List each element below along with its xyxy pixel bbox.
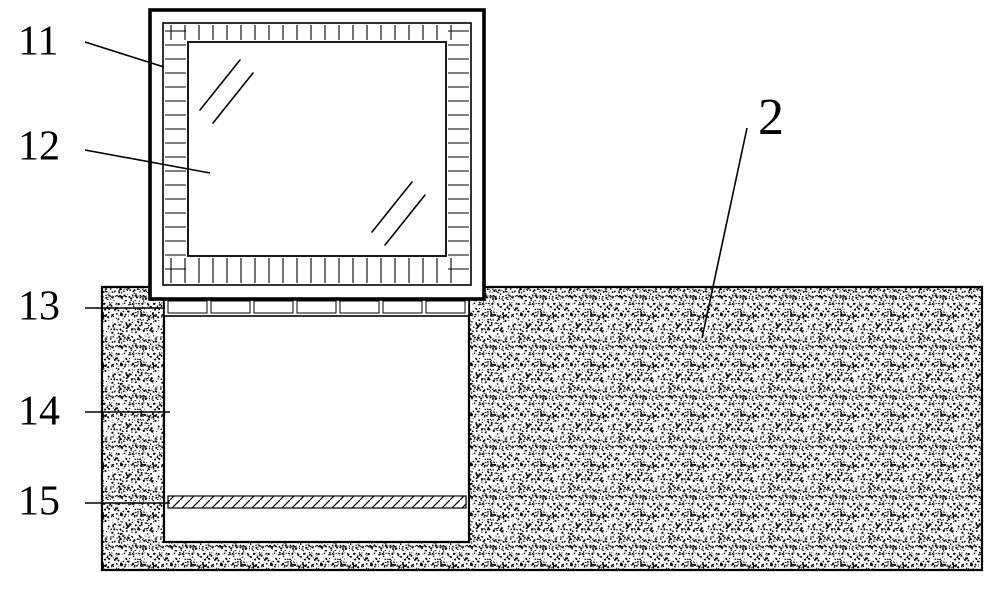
label-l14: 14 <box>18 389 60 435</box>
keyboard-key <box>297 301 336 313</box>
base-block <box>102 287 982 570</box>
display-glass <box>188 42 446 256</box>
label-l2: 2 <box>758 89 784 146</box>
label-l11: 11 <box>18 19 58 65</box>
keyboard-key <box>168 301 207 313</box>
keyboard-key <box>383 301 422 313</box>
keyboard-key <box>254 301 293 313</box>
label-l15: 15 <box>18 479 60 525</box>
label-l12: 12 <box>18 124 60 170</box>
diagram-canvas: 11 12 13 14 15 2 <box>0 0 1000 599</box>
keyboard-key <box>426 301 465 313</box>
label-l13: 13 <box>18 284 60 330</box>
piston-bar <box>168 496 466 508</box>
keyboard-key <box>211 301 250 313</box>
keyboard-key <box>340 301 379 313</box>
